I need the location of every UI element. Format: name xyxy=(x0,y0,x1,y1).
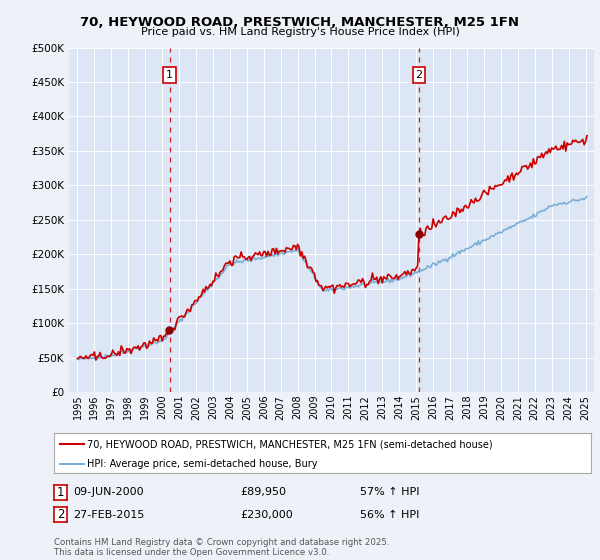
Text: 56% ↑ HPI: 56% ↑ HPI xyxy=(360,510,419,520)
Text: 57% ↑ HPI: 57% ↑ HPI xyxy=(360,487,419,497)
Text: 27-FEB-2015: 27-FEB-2015 xyxy=(73,510,145,520)
Text: £230,000: £230,000 xyxy=(240,510,293,520)
Text: 70, HEYWOOD ROAD, PRESTWICH, MANCHESTER, M25 1FN (semi-detached house): 70, HEYWOOD ROAD, PRESTWICH, MANCHESTER,… xyxy=(87,439,493,449)
Text: 70, HEYWOOD ROAD, PRESTWICH, MANCHESTER, M25 1FN: 70, HEYWOOD ROAD, PRESTWICH, MANCHESTER,… xyxy=(80,16,520,29)
Text: 1: 1 xyxy=(166,70,173,80)
Text: 2: 2 xyxy=(57,508,64,521)
Text: HPI: Average price, semi-detached house, Bury: HPI: Average price, semi-detached house,… xyxy=(87,459,318,469)
Text: Contains HM Land Registry data © Crown copyright and database right 2025.
This d: Contains HM Land Registry data © Crown c… xyxy=(54,538,389,557)
Text: 1: 1 xyxy=(57,486,64,499)
Text: 09-JUN-2000: 09-JUN-2000 xyxy=(73,487,144,497)
Text: Price paid vs. HM Land Registry's House Price Index (HPI): Price paid vs. HM Land Registry's House … xyxy=(140,27,460,37)
Text: 2: 2 xyxy=(415,70,422,80)
Text: £89,950: £89,950 xyxy=(240,487,286,497)
